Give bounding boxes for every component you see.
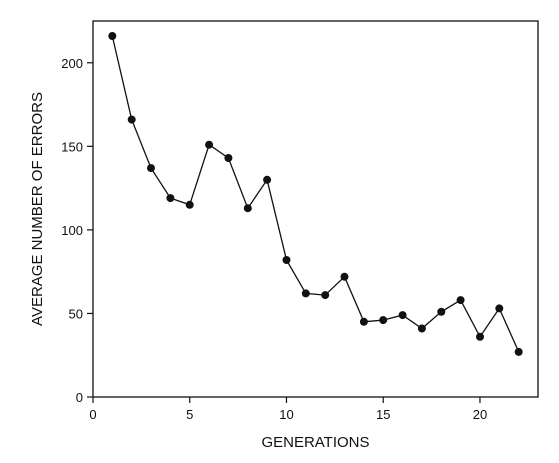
data-point	[263, 175, 272, 184]
y-tick-label: 200	[61, 56, 83, 71]
data-point	[398, 311, 407, 320]
data-point	[321, 291, 330, 300]
data-point	[476, 332, 484, 341]
x-tick-label: 5	[186, 407, 193, 422]
data-point	[166, 194, 175, 203]
x-axis-title: GENERATIONS	[261, 434, 369, 451]
y-axis-title: AVERAGE NUMBER OF ERRORS	[29, 92, 46, 326]
x-axis: 0 5 10 15 20	[89, 397, 487, 422]
data-points	[108, 32, 523, 356]
data-point	[224, 154, 233, 162]
data-point	[514, 347, 523, 356]
data-point	[379, 316, 388, 325]
data-point	[495, 304, 504, 313]
data-point	[243, 204, 252, 213]
y-tick-label: 50	[69, 306, 83, 321]
data-point	[359, 317, 368, 326]
data-point	[437, 307, 446, 316]
series-line	[111, 35, 520, 353]
data-point	[340, 272, 349, 281]
data-point	[282, 256, 291, 264]
data-point	[185, 200, 194, 209]
data-point	[127, 115, 136, 124]
data-point	[417, 324, 426, 333]
x-tick-label: 20	[473, 407, 487, 422]
y-tick-label: 100	[61, 223, 83, 238]
data-point	[147, 164, 155, 173]
y-tick-label: 150	[61, 139, 83, 154]
data-point	[301, 289, 310, 298]
data-point	[456, 296, 465, 305]
y-tick-label: 0	[76, 390, 83, 405]
x-tick-label: 0	[89, 407, 96, 422]
data-point	[108, 32, 117, 40]
plot-frame	[92, 20, 539, 398]
x-tick-label: 10	[279, 407, 293, 422]
x-tick-label: 15	[376, 407, 390, 422]
data-point	[205, 140, 214, 149]
y-axis: 0 50 100 150 200	[61, 56, 93, 405]
